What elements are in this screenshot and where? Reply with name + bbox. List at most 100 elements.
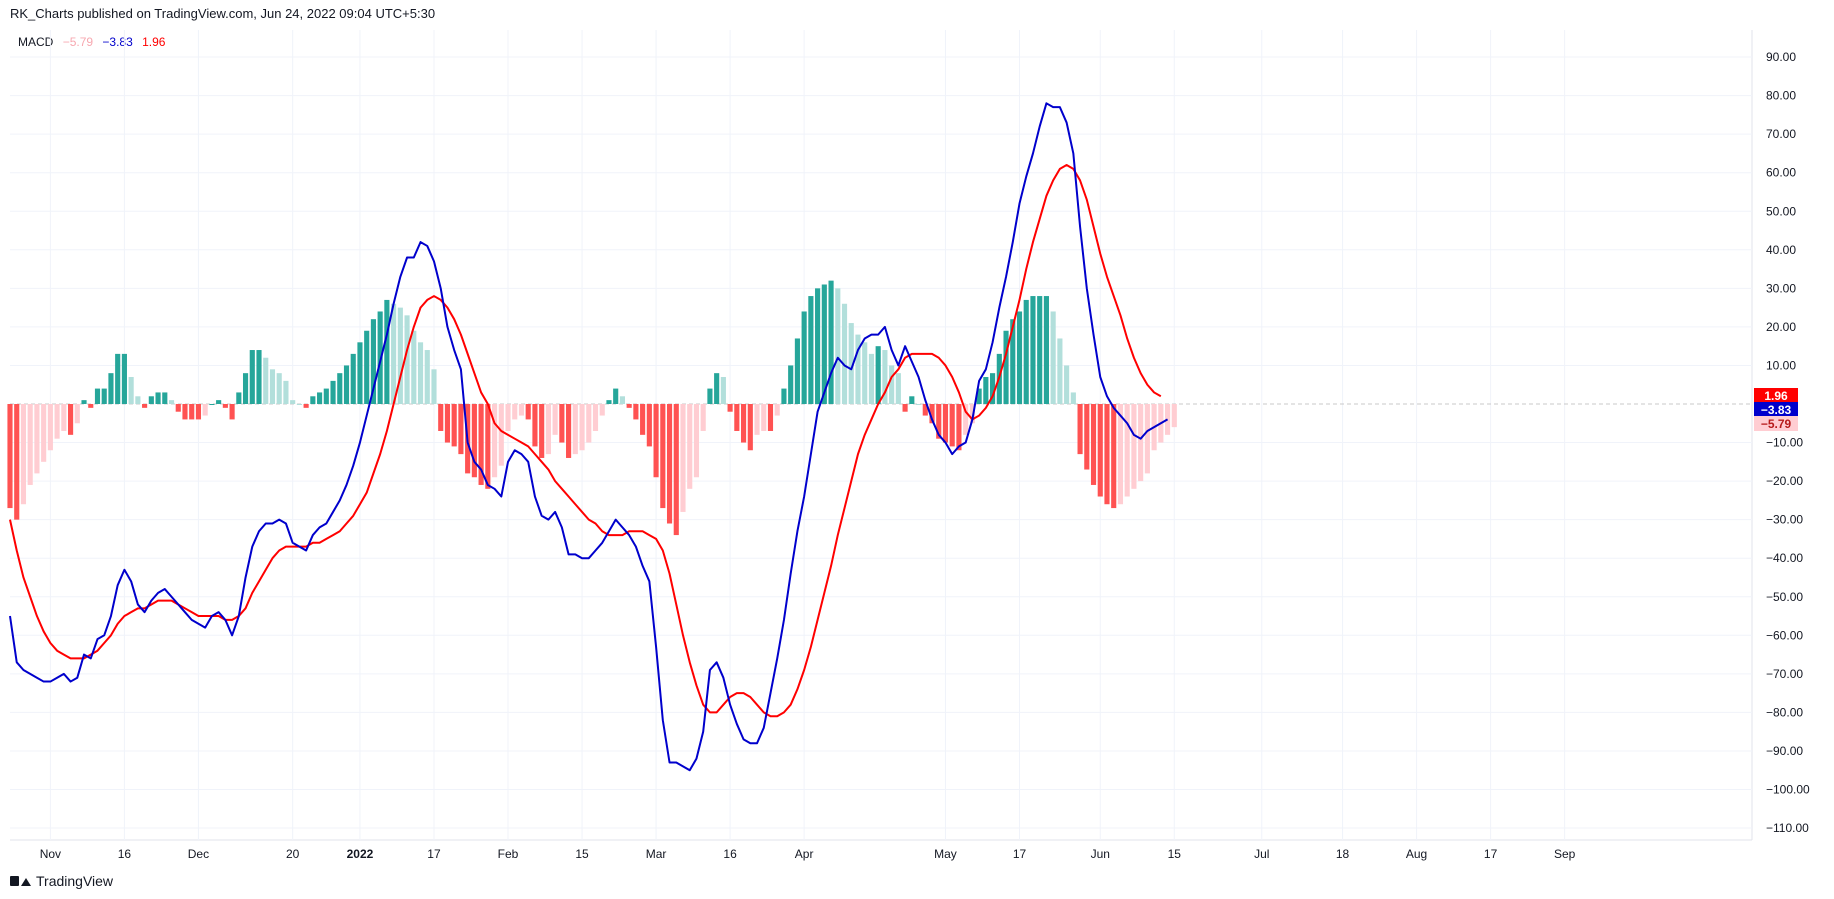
histogram-bar[interactable] (492, 404, 498, 478)
histogram-bar[interactable] (552, 404, 558, 435)
histogram-bar[interactable] (142, 404, 148, 408)
histogram-bar[interactable] (976, 388, 982, 404)
histogram-bar[interactable] (761, 404, 767, 431)
histogram-bar[interactable] (498, 404, 504, 466)
histogram-bar[interactable] (249, 350, 255, 404)
histogram-bar[interactable] (1010, 319, 1016, 404)
histogram-bar[interactable] (1064, 365, 1070, 404)
histogram-bar[interactable] (848, 323, 854, 404)
histogram-bar[interactable] (586, 404, 592, 443)
histogram-bar[interactable] (310, 396, 316, 404)
histogram-bar[interactable] (788, 365, 794, 404)
histogram-bar[interactable] (862, 342, 868, 404)
histogram-bar[interactable] (41, 404, 47, 462)
histogram-bar[interactable] (330, 380, 336, 404)
histogram-bar[interactable] (263, 357, 269, 404)
histogram-bar[interactable] (101, 388, 107, 404)
histogram-bar[interactable] (781, 388, 787, 404)
histogram-bar[interactable] (983, 377, 989, 404)
histogram-bar[interactable] (209, 404, 215, 405)
histogram-bar[interactable] (949, 404, 955, 447)
histogram-bar[interactable] (68, 404, 74, 435)
histogram-bar[interactable] (518, 404, 525, 416)
histogram-bar[interactable] (727, 404, 733, 412)
histogram-bar[interactable] (1171, 404, 1177, 428)
histogram-bar[interactable] (269, 369, 276, 405)
histogram-bar[interactable] (155, 392, 161, 404)
histogram-bar[interactable] (1117, 404, 1124, 505)
histogram-bar[interactable] (882, 350, 888, 404)
histogram-bar[interactable] (545, 404, 551, 455)
histogram-bar[interactable] (115, 353, 121, 404)
histogram-bar[interactable] (202, 404, 208, 416)
histogram-bar[interactable] (189, 404, 195, 420)
histogram-bar[interactable] (34, 404, 40, 474)
histogram-bar[interactable] (606, 400, 612, 404)
histogram-bar[interactable] (404, 315, 410, 404)
histogram-bar[interactable] (754, 404, 760, 435)
histogram-bar[interactable] (666, 404, 673, 524)
histogram-bar[interactable] (815, 288, 821, 404)
histogram-bar[interactable] (256, 350, 262, 404)
histogram-bar[interactable] (229, 404, 235, 420)
histogram-bar[interactable] (835, 288, 841, 404)
histogram-bar[interactable] (633, 404, 639, 420)
histogram-bar[interactable] (451, 404, 457, 447)
histogram-bar[interactable] (216, 400, 222, 404)
histogram-bar[interactable] (821, 284, 827, 405)
histogram-bar[interactable] (444, 404, 451, 443)
histogram-bar[interactable] (290, 400, 296, 404)
histogram-bar[interactable] (128, 377, 134, 404)
histogram-bar[interactable] (1043, 296, 1049, 404)
histogram-bar[interactable] (370, 319, 376, 404)
histogram-bar[interactable] (1138, 404, 1144, 482)
histogram-bar[interactable] (700, 404, 706, 431)
histogram-bar[interactable] (391, 303, 397, 404)
histogram-bar[interactable] (27, 404, 33, 485)
histogram-bar[interactable] (889, 365, 895, 404)
histogram-bar[interactable] (720, 377, 726, 404)
histogram-bar[interactable] (195, 404, 202, 420)
histogram-bar[interactable] (108, 373, 114, 404)
histogram-bar[interactable] (323, 388, 329, 404)
histogram-bar[interactable] (1084, 404, 1090, 470)
histogram-bar[interactable] (88, 404, 94, 408)
histogram-bar[interactable] (619, 396, 625, 404)
histogram-bar[interactable] (653, 404, 659, 478)
histogram-bar[interactable] (20, 404, 27, 505)
histogram-bar[interactable] (559, 404, 565, 443)
histogram-bar[interactable] (828, 280, 834, 404)
histogram-bar[interactable] (942, 404, 949, 443)
histogram-bar[interactable] (1124, 404, 1130, 497)
histogram-bar[interactable] (673, 404, 679, 536)
histogram-bar[interactable] (525, 404, 531, 420)
histogram-bar[interactable] (350, 353, 356, 404)
histogram-bar[interactable] (734, 404, 740, 431)
histogram-bar[interactable] (1104, 404, 1110, 505)
histogram-bar[interactable] (915, 404, 922, 405)
histogram-bar[interactable] (242, 373, 249, 404)
histogram-bar[interactable] (680, 404, 686, 512)
histogram-bar[interactable] (741, 404, 747, 443)
histogram-bar[interactable] (1165, 404, 1171, 435)
histogram-bar[interactable] (801, 311, 807, 404)
histogram-bar[interactable] (539, 404, 545, 458)
histogram-bar[interactable] (14, 404, 20, 520)
histogram-bar[interactable] (1077, 404, 1083, 455)
histogram-bar[interactable] (478, 404, 484, 485)
histogram-bar[interactable] (276, 373, 282, 404)
histogram-bar[interactable] (135, 396, 141, 404)
histogram-bar[interactable] (317, 392, 323, 404)
signal-line[interactable] (9, 163, 1162, 718)
histogram-bar[interactable] (929, 404, 935, 424)
histogram-bar[interactable] (1144, 404, 1150, 474)
histogram-bar[interactable] (714, 373, 720, 404)
histogram-bar[interactable] (693, 404, 700, 478)
histogram-bar[interactable] (505, 404, 511, 431)
histogram-bar[interactable] (808, 296, 814, 404)
histogram-bar[interactable] (1003, 330, 1009, 404)
histogram-bar[interactable] (283, 380, 289, 404)
histogram-bar[interactable] (384, 299, 390, 404)
histogram-bar[interactable] (855, 334, 861, 404)
histogram-bar[interactable] (47, 404, 53, 451)
